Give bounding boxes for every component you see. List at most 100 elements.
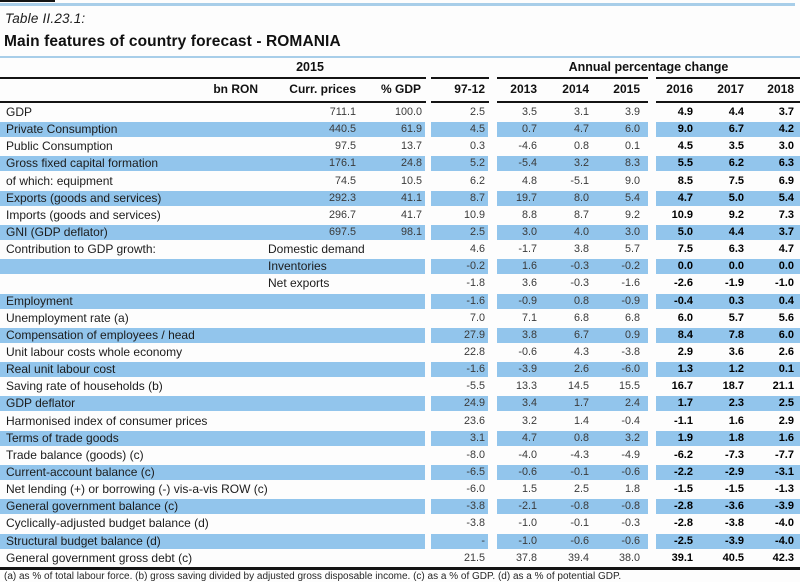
cell-2014: -0.3 <box>570 277 589 290</box>
cell-2018: 4.7 <box>778 243 794 256</box>
cell-2018: 4.2 <box>778 123 794 136</box>
cell-2013: 3.8 <box>521 328 537 341</box>
subheader-rule-seg3 <box>497 100 648 103</box>
cell-2013: -0.6 <box>518 345 537 358</box>
cell-2013: 8.8 <box>521 208 537 221</box>
cell-2014: 8.7 <box>573 208 589 221</box>
cell-97-12: -1.6 <box>466 294 485 307</box>
top-blue-rule <box>0 2 795 6</box>
table-row: Real unit labour cost -1.6 -3.9 2.6 -6.0 1.3 1… <box>0 361 800 379</box>
cell-2015: -0.6 <box>621 465 640 478</box>
cell-2013: -3.9 <box>518 363 537 376</box>
cell-2016: 10.9 <box>671 208 693 221</box>
table-row: Saving rate of households (b) -5.5 13.3 14.… <box>0 378 800 395</box>
row-label: Private Consumption <box>6 122 118 137</box>
cell-2018: 3.7 <box>778 106 794 118</box>
cell-2018: -3.1 <box>775 465 794 478</box>
cell-2014: 0.8 <box>573 294 589 307</box>
cell-2016: 4.7 <box>677 191 693 204</box>
cell-2014: 4.7 <box>573 123 589 136</box>
cell-2017: 3.5 <box>728 140 744 153</box>
cell-pct-gdp: 61.9 <box>400 123 422 136</box>
cell-2016: 4.5 <box>677 140 693 153</box>
cell-curr-prices: 296.7 <box>328 208 356 221</box>
row-label: Saving rate of households (b) <box>6 379 163 394</box>
row-label: Structural budget balance (d) <box>6 533 161 548</box>
cell-97-12: 0.3 <box>469 140 485 153</box>
cell-2013: -4.0 <box>518 448 537 461</box>
cell-97-12: 22.8 <box>463 345 485 358</box>
cell-2014: -5.1 <box>570 174 589 187</box>
cell-2016: -2.8 <box>674 517 693 530</box>
cell-2013: 3.5 <box>521 106 537 118</box>
table-row: Exports (goods and services) 292.3 41.1 8.7… <box>0 189 800 207</box>
bottom-rule <box>0 567 800 570</box>
cell-2015: 2.4 <box>624 397 640 410</box>
cell-2018: 5.4 <box>778 191 794 204</box>
cell-2013: -1.7 <box>518 243 537 256</box>
table-row: Terms of trade goods 3.1 4.7 0.8 3.2 1.9 1.8 1.… <box>0 429 800 447</box>
col-header-2018: 2018 <box>767 82 794 96</box>
cell-2017: 0.0 <box>728 260 744 273</box>
cell-pct-gdp: 10.5 <box>400 174 422 187</box>
cell-97-12: -0.2 <box>466 260 485 273</box>
table-row: Current-account balance (c) -6.5 -0.6 -0.1 -… <box>0 463 800 482</box>
row-label: Real unit labour cost <box>6 362 116 377</box>
table-number-label: Table II.23.1: <box>5 11 86 26</box>
cell-2014: -0.1 <box>570 465 589 478</box>
cell-2018: 6.3 <box>778 157 794 170</box>
header-rule-seg2 <box>431 76 489 79</box>
cell-curr-prices: 711.1 <box>329 106 356 118</box>
cell-2016: -0.4 <box>674 294 693 307</box>
cell-97-12: -1.8 <box>466 277 485 290</box>
table-row: Harmonised index of consumer prices 23.6 3… <box>0 413 800 430</box>
subheader-rule-seg4 <box>656 100 800 103</box>
row-label: Contribution to GDP growth: <box>6 242 156 257</box>
table-row: Public Consumption 97.5 13.7 0.3 -4.6 0.8 0.1 4… <box>0 138 800 155</box>
cell-2014: 4.0 <box>573 225 589 238</box>
cell-97-12: -5.5 <box>466 380 485 393</box>
cell-2015: 5.7 <box>624 243 640 256</box>
cell-2014: 1.7 <box>573 397 589 410</box>
row-label: Terms of trade goods <box>6 430 119 445</box>
col-header-2015: 2015 <box>613 82 640 96</box>
cell-pct-gdp: 100.0 <box>394 106 422 118</box>
cell-97-12: 4.6 <box>469 243 485 256</box>
cell-2016: 4.9 <box>677 106 693 118</box>
cell-2015: -6.0 <box>621 363 640 376</box>
cell-2013: -1.0 <box>518 517 537 530</box>
cell-2017: 18.7 <box>722 380 744 393</box>
cell-2015: -0.2 <box>621 260 640 273</box>
cell-2018: 0.1 <box>778 363 794 376</box>
cell-2014: -4.3 <box>570 448 589 461</box>
row-label: Exports (goods and services) <box>6 190 162 205</box>
header-rule-seg1 <box>0 76 426 79</box>
row-label: GDP <box>6 105 33 119</box>
cell-2013: -0.9 <box>518 294 537 307</box>
cell-97-12: 4.5 <box>469 123 485 136</box>
cell-2013: 19.7 <box>515 191 537 204</box>
cell-2014: 8.0 <box>573 191 589 204</box>
table-body: GDP 711.1 100.0 2.5 3.5 3.1 3.9 4.9 4.4 3.7 Privat… <box>0 104 800 567</box>
cell-2017: 3.6 <box>728 345 744 358</box>
cell-2018: -1.3 <box>775 483 794 496</box>
column-header-row: bn RON Curr. prices % GDP 97-12 2013 201… <box>0 80 800 99</box>
cell-97-12: 8.7 <box>469 191 485 204</box>
cell-2015: 38.0 <box>618 551 640 564</box>
cell-97-12: 21.5 <box>463 551 485 564</box>
cell-2018: 3.7 <box>778 225 794 238</box>
cell-2018: 2.5 <box>778 397 794 410</box>
row-label: of which: equipment <box>6 173 113 188</box>
table-row: Imports (goods and services) 296.7 41.7 10.… <box>0 207 800 224</box>
cell-2018: 7.3 <box>778 208 794 221</box>
cell-2018: 3.0 <box>778 140 794 153</box>
cell-2017: -1.5 <box>725 483 744 496</box>
row-sublabel: Net exports <box>268 276 330 291</box>
cell-2015: 9.0 <box>624 174 640 187</box>
cell-2014: 0.8 <box>573 431 589 444</box>
cell-2014: 6.7 <box>573 328 589 341</box>
cell-curr-prices: 74.5 <box>334 174 356 187</box>
cell-2015: 15.5 <box>618 380 640 393</box>
col-header-bn-ron: bn RON <box>213 82 258 96</box>
